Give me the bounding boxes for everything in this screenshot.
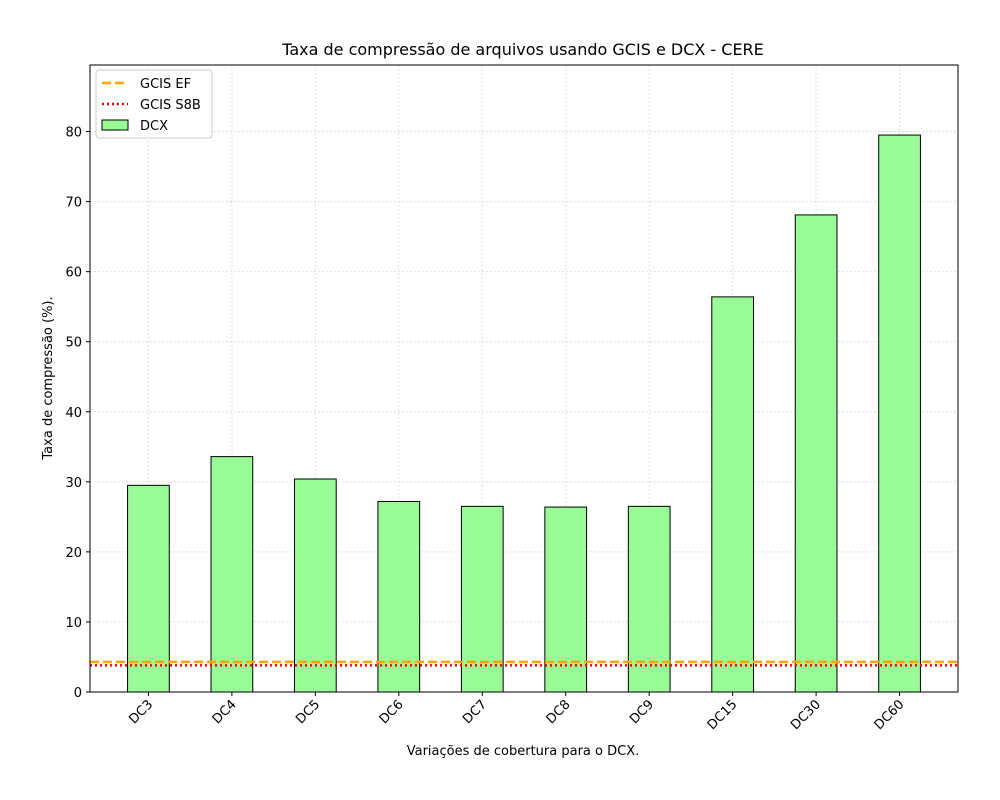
bar-dc9 <box>627 505 671 693</box>
y-tick-label: 40 <box>65 406 82 421</box>
legend-swatch <box>101 119 129 131</box>
legend: GCIS EF GCIS S8B DCX <box>95 69 213 139</box>
x-tick-label: DC30 <box>788 697 824 733</box>
x-tick-label: DC15 <box>705 697 741 733</box>
x-tick-label: DC3 <box>126 697 156 727</box>
y-tick-label: 20 <box>65 546 82 561</box>
bar-dc4 <box>210 456 254 693</box>
bar-dc15 <box>711 296 755 693</box>
legend-label: GCIS EF <box>140 77 191 92</box>
y-tick-label: 70 <box>65 196 82 211</box>
x-tick-label: DC60 <box>872 697 908 733</box>
x-tick-label: DC8 <box>544 697 574 727</box>
x-axis-title: Variações de cobertura para o DCX. <box>407 744 640 759</box>
legend-label: GCIS S8B <box>140 98 201 113</box>
x-tick-label: DC5 <box>293 697 323 727</box>
x-tick-label: DC6 <box>377 697 407 727</box>
y-axis: 0 10 20 30 40 50 60 70 80 <box>65 126 90 701</box>
bar-dc30 <box>794 214 838 693</box>
bar-dc5 <box>293 478 337 693</box>
bar-dc6 <box>377 500 421 693</box>
y-tick-label: 10 <box>65 616 82 631</box>
bar-dc60 <box>878 134 921 693</box>
chart-title: Taxa de compressão de arquivos usando GC… <box>281 40 764 59</box>
legend-label: DCX <box>140 119 168 134</box>
y-tick-label: 80 <box>65 126 82 141</box>
x-tick-label: DC4 <box>210 697 240 727</box>
bars <box>127 134 921 693</box>
y-tick-label: 30 <box>65 476 82 491</box>
x-tick-label: DC7 <box>460 697 490 727</box>
reference-lines-front <box>90 660 958 667</box>
y-tick-label: 60 <box>65 266 82 281</box>
y-axis-title: Taxa de compressão (%). <box>41 296 56 460</box>
y-tick-label: 50 <box>65 336 82 351</box>
x-axis: DC3 DC4 DC5 DC6 DC7 DC8 DC9 DC15 DC30 DC60 <box>126 692 907 733</box>
x-tick-label: DC9 <box>627 697 657 727</box>
y-tick-label: 0 <box>74 686 82 701</box>
plot-frame <box>89 64 959 693</box>
